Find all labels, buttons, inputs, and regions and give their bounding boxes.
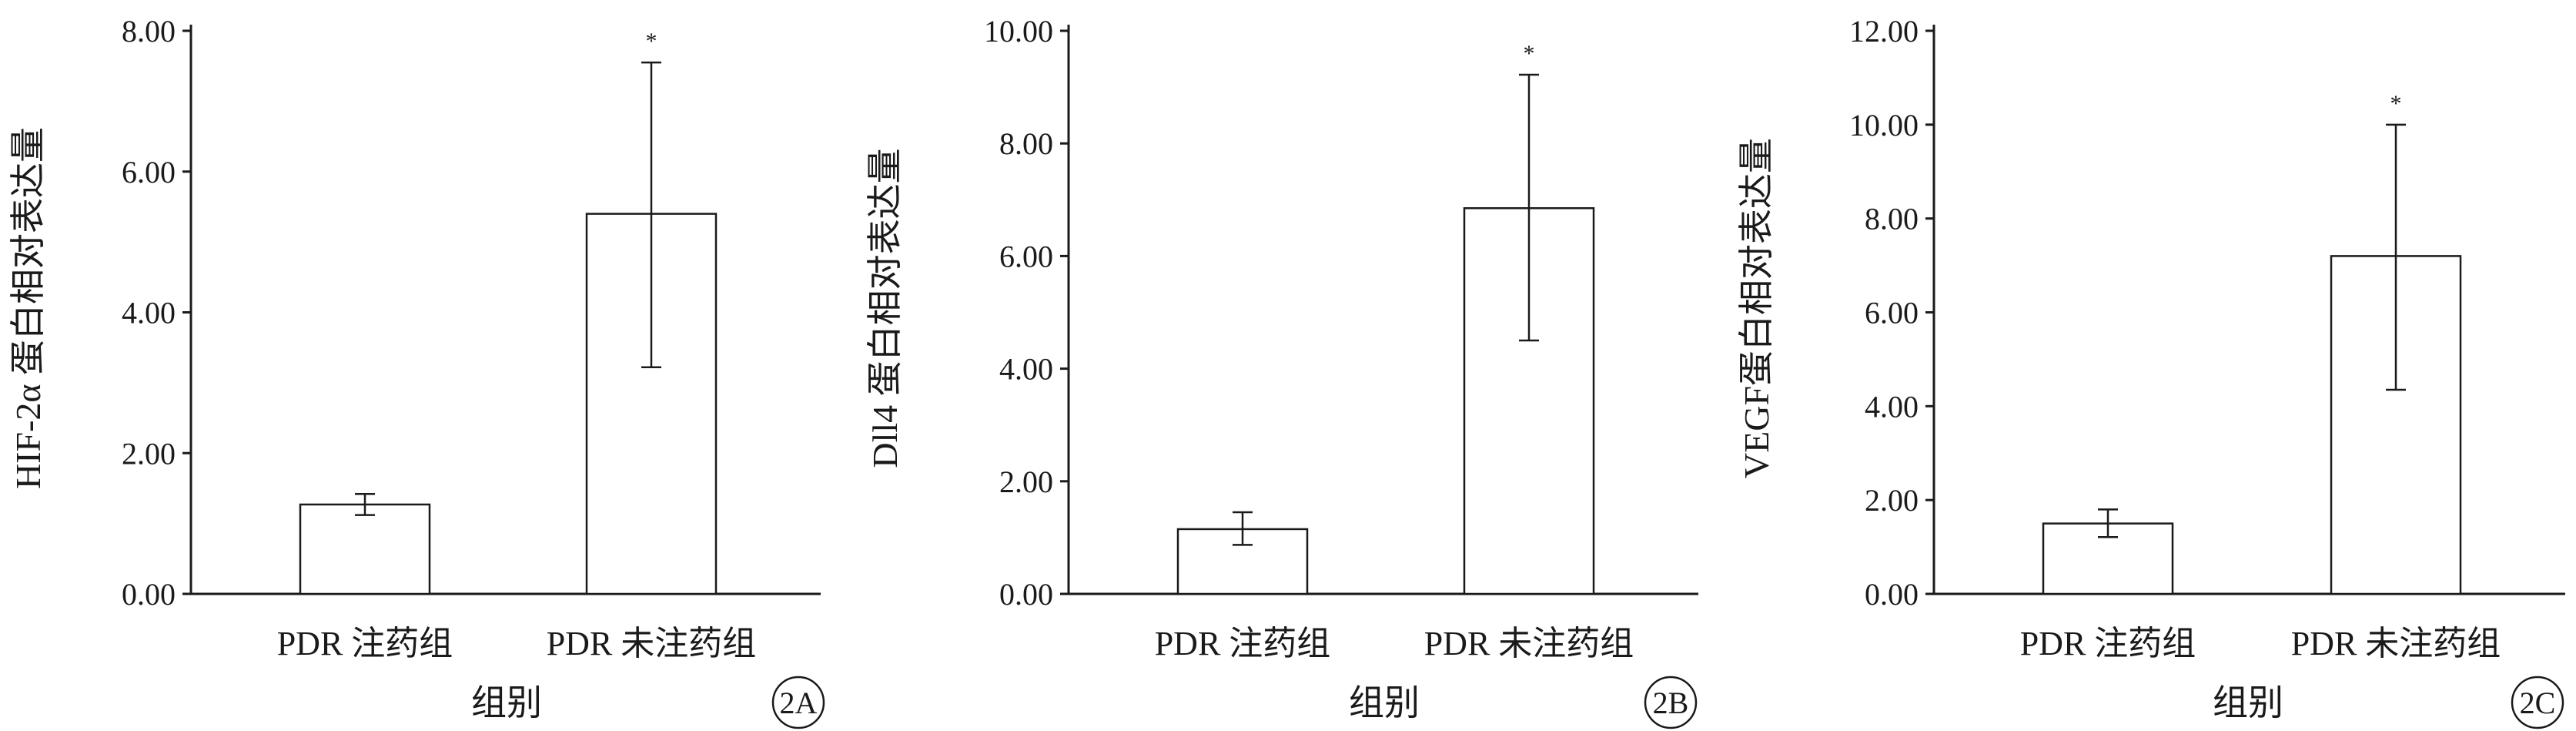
y-tick-label: 10.00 bbox=[984, 14, 1053, 49]
y-tick-label: 6.00 bbox=[122, 155, 176, 189]
significance-marker: * bbox=[2390, 91, 2402, 116]
y-axis-title: Dll4 蛋白相对表达量 bbox=[865, 148, 905, 468]
x-tick-label: PDR 注药组 bbox=[1155, 625, 1331, 662]
panel-label: 2C bbox=[2520, 686, 2556, 720]
y-tick-label: 10.00 bbox=[1849, 108, 1919, 143]
y-axis-title: VEGF蛋白相对表达量 bbox=[1737, 138, 1776, 478]
x-axis-title: 组别 bbox=[2213, 683, 2283, 723]
panel-label: 2B bbox=[1653, 686, 1689, 720]
y-tick-label: 6.00 bbox=[1865, 296, 1919, 330]
y-tick-label: 2.00 bbox=[122, 436, 176, 471]
y-tick-label: 8.00 bbox=[122, 14, 176, 49]
y-tick-label: 2.00 bbox=[999, 464, 1053, 499]
panel-label-circle bbox=[2511, 676, 2564, 729]
panel-label-circle bbox=[771, 676, 825, 729]
chart-panel-2c: 0.00 2.00 4.00 6.00 8.00 10.00 12.00 PDR 注药组 * PD… bbox=[1737, 14, 2565, 729]
y-tick-label: 4.00 bbox=[122, 296, 176, 330]
y-tick-label: 12.00 bbox=[1849, 14, 1919, 49]
y-tick-label: 2.00 bbox=[1865, 483, 1919, 518]
y-tick-label: 4.00 bbox=[1865, 389, 1919, 424]
chart-panel-2b: 0.00 2.00 4.00 6.00 8.00 10.00 PDR 注药组 * PDR 未注药… bbox=[865, 14, 1698, 729]
x-tick-label: PDR 未注药组 bbox=[547, 625, 757, 662]
x-axis-title: 组别 bbox=[471, 683, 542, 723]
y-tick-label: 0.00 bbox=[1865, 577, 1919, 612]
y-tick-label: 0.00 bbox=[122, 577, 176, 612]
bar bbox=[299, 503, 431, 595]
x-axis-title: 组别 bbox=[1349, 683, 1420, 723]
y-tick-label: 0.00 bbox=[999, 577, 1053, 612]
y-tick-label: 8.00 bbox=[999, 126, 1053, 161]
panel-label: 2A bbox=[780, 686, 818, 720]
x-tick-label: PDR 未注药组 bbox=[1424, 625, 1634, 662]
significance-marker: * bbox=[646, 29, 657, 54]
significance-marker: * bbox=[1524, 41, 1535, 66]
x-tick-label: PDR 注药组 bbox=[277, 625, 453, 662]
panel-label-circle bbox=[1644, 676, 1698, 729]
y-tick-label: 4.00 bbox=[999, 352, 1053, 387]
y-tick-label: 6.00 bbox=[999, 239, 1053, 273]
x-tick-label: PDR 注药组 bbox=[2020, 625, 2196, 662]
x-tick-label: PDR 未注药组 bbox=[2291, 625, 2501, 662]
y-tick-label: 8.00 bbox=[1865, 202, 1919, 236]
y-axis-title: HIF-2α 蛋白相对表达量 bbox=[8, 127, 48, 489]
